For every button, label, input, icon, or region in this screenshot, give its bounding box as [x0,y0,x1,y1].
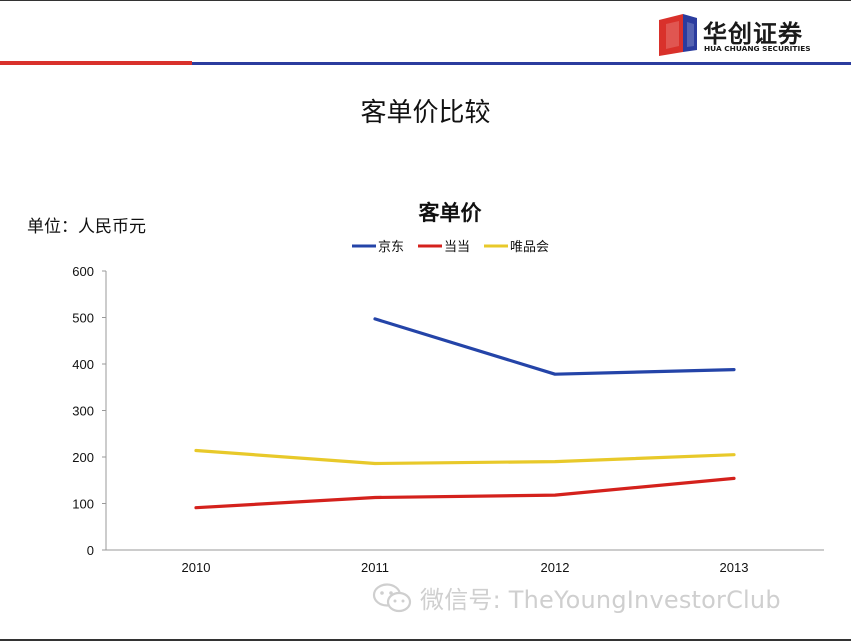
logo-name-en: HUA CHUANG SECURITIES [704,44,811,53]
legend-label: 京东 [378,240,404,255]
logo-mark-icon [659,14,697,56]
series-line [373,317,736,376]
legend-label: 唯品会 [510,240,549,255]
company-logo: 华创证券 HUA CHUANG SECURITIES [657,14,827,56]
bottom-border [0,639,851,641]
y-tick-label: 0 [87,543,94,558]
x-tick-label: 2011 [361,560,389,575]
y-tick-label: 300 [72,404,94,419]
legend-label: 当当 [444,240,470,255]
x-tick-label: 2012 [541,560,570,575]
logo-name-cn: 华创证券 [703,20,803,48]
y-tick-label: 200 [72,450,94,465]
series-line [194,476,736,510]
slide-title: 客单价比较 [360,98,491,128]
series-line [194,448,736,466]
top-border [0,0,851,1]
watermark-text: 微信号: TheYoungInvestorClub [420,586,781,614]
y-tick-label: 500 [72,311,94,326]
y-tick-label: 400 [72,357,94,372]
y-tick-label: 600 [72,264,94,279]
x-tick-label: 2010 [182,560,211,575]
chart-axes: 0 100 200 300 400 500 600 2010 2011 2012 2013 [72,264,824,575]
chart-legend: 京东 当当 唯品会 [352,240,549,255]
unit-label: 单位：人民币元 [27,217,146,237]
x-tick-label: 2013 [720,560,749,575]
header-bar-blue [192,62,851,65]
y-tick-label: 100 [72,497,94,512]
wechat-icon [372,583,412,613]
chart-series [194,317,736,510]
chart-title: 客单价 [419,201,483,225]
header-bar-red [0,61,192,65]
